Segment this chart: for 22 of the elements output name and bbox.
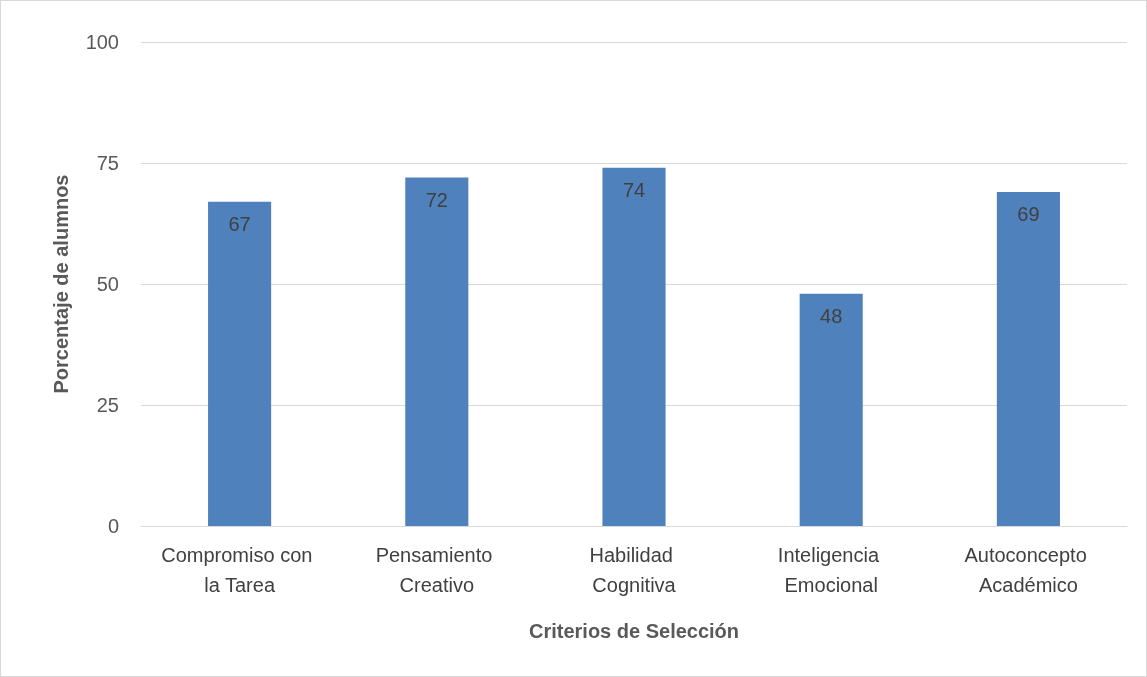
bar bbox=[602, 167, 666, 526]
x-axis-title: Criterios de Selección bbox=[528, 620, 740, 642]
y-tick-label: 25 bbox=[96, 394, 119, 416]
x-tick-label: Habilidad Cognitiva bbox=[589, 544, 679, 596]
x-tick-label: Compromiso con la Tarea bbox=[161, 544, 318, 596]
data-label: 67 bbox=[228, 212, 251, 235]
y-tick-label: 50 bbox=[96, 273, 119, 295]
data-label: 69 bbox=[1017, 203, 1040, 226]
y-tick-label: 75 bbox=[96, 152, 119, 174]
x-tick-label: Inteligencia Emocional bbox=[777, 544, 885, 596]
data-label: 48 bbox=[820, 304, 843, 327]
bar bbox=[996, 192, 1060, 526]
y-tick-label: 100 bbox=[85, 31, 119, 53]
data-label: 72 bbox=[425, 188, 448, 211]
bar bbox=[405, 177, 469, 526]
data-label: 74 bbox=[622, 178, 646, 201]
x-tick-label: Pensamiento Creativo bbox=[375, 544, 498, 596]
x-tick-label: Autoconcepto Académico bbox=[964, 544, 1093, 596]
bar bbox=[208, 201, 272, 526]
y-axis-title: Porcentaje de alumnos bbox=[50, 174, 72, 394]
y-tick-label: 0 bbox=[107, 515, 119, 537]
bar bbox=[799, 293, 863, 526]
